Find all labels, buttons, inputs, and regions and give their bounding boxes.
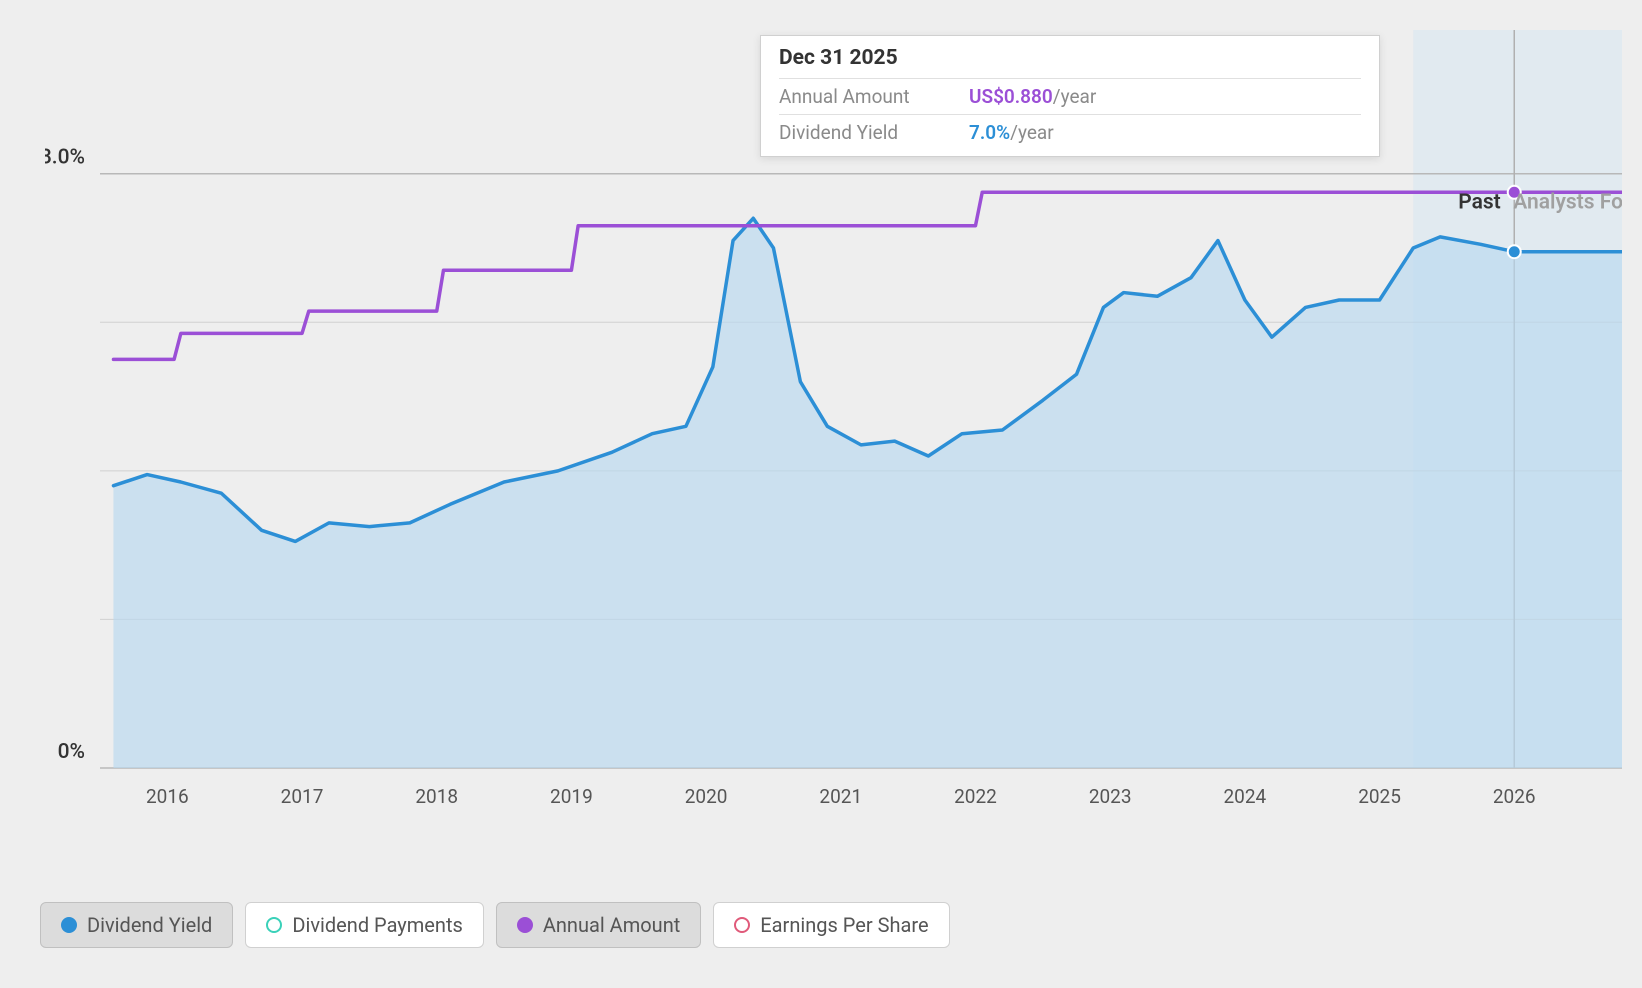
x-axis-label: 2025 [1358,785,1401,808]
legend-item-dividend-yield[interactable]: Dividend Yield [40,902,233,948]
tooltip-row: Annual AmountUS$0.880/year [779,79,1361,115]
x-axis-label: 2019 [550,785,593,808]
legend-item-dividend-payments[interactable]: Dividend Payments [245,902,483,948]
tooltip-row-suffix: /year [1010,121,1054,144]
x-axis-label: 2018 [415,785,458,808]
x-axis-label: 2022 [954,785,997,808]
legend-swatch [61,917,77,933]
chart-tooltip: Dec 31 2025 Annual AmountUS$0.880/yearDi… [760,35,1380,157]
x-axis-label: 2024 [1224,785,1267,808]
chart-legend: Dividend Yield Dividend Payments Annual Am… [40,902,950,948]
y-axis-label: 8.0% [45,146,85,170]
legend-label: Annual Amount [543,913,680,937]
dividend-chart: 0% 8.0% 2016 2017 2018 2019 2020 2021 2022 2023 20… [0,0,1642,988]
past-label: Past [1458,191,1501,215]
legend-label: Dividend Yield [87,913,212,937]
y-axis-label: 0% [58,740,85,764]
tooltip-row-value: 7.0% [969,121,1010,144]
forecast-label: Analysts Forecast [1513,191,1622,215]
x-axis-label: 2026 [1493,785,1536,808]
dividend-yield-area [113,218,1622,768]
x-axis-label: 2023 [1089,785,1132,808]
x-axis-label: 2016 [146,785,189,808]
tooltip-row-value: US$0.880 [969,85,1053,108]
x-axis-label: 2021 [819,785,862,808]
tooltip-row: Dividend Yield7.0%/year [779,115,1361,150]
legend-item-earnings-per-share[interactable]: Earnings Per Share [713,902,949,948]
tooltip-row-label: Dividend Yield [779,121,969,144]
legend-swatch [517,917,533,933]
tooltip-date: Dec 31 2025 [779,46,1361,79]
tooltip-row-label: Annual Amount [779,85,969,108]
legend-label: Earnings Per Share [760,913,928,937]
tooltip-row-suffix: /year [1053,85,1097,108]
legend-label: Dividend Payments [292,913,462,937]
legend-swatch [266,917,282,933]
dividend-yield-marker [1508,245,1521,258]
legend-swatch [734,917,750,933]
x-axis-label: 2017 [281,785,324,808]
legend-item-annual-amount[interactable]: Annual Amount [496,902,701,948]
x-axis-label: 2020 [685,785,728,808]
